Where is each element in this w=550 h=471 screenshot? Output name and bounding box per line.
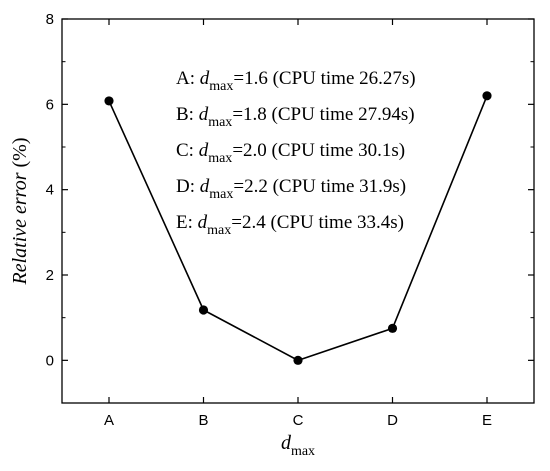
annotation-sub: max — [208, 151, 232, 166]
x-axis-title: dmax — [281, 432, 315, 459]
annotation-line: A: dmax=1.6 (CPU time 26.27s) — [176, 68, 416, 94]
x-tick-label: B — [198, 412, 208, 429]
annotation-prefix: E: — [176, 212, 198, 233]
y-tick-label: 6 — [46, 96, 54, 113]
x-tick-label: A — [104, 412, 114, 429]
annotation-sub: max — [209, 187, 233, 202]
annotation-var: d — [199, 140, 209, 161]
annotation-rest: =2.2 (CPU time 31.9s) — [233, 176, 406, 197]
x-tick-label: E — [482, 412, 492, 429]
y-axis-title: Relative error (%) — [9, 138, 31, 286]
data-point — [387, 323, 398, 333]
annotation-prefix: C: — [176, 140, 199, 161]
y-axis-title-unit: (%) — [9, 138, 31, 168]
annotation-line: C: dmax=2.0 (CPU time 30.1s) — [176, 140, 405, 166]
annotation-rest: =2.0 (CPU time 30.1s) — [232, 140, 405, 161]
annotation-sub: max — [208, 115, 232, 130]
annotation-sub: max — [209, 79, 233, 94]
x-tick-label: D — [387, 412, 398, 429]
annotation-line: B: dmax=1.8 (CPU time 27.94s) — [176, 104, 415, 130]
y-axis-title-text: Relative error — [9, 172, 31, 285]
x-axis-title-var: d — [281, 432, 292, 454]
annotation-var: d — [198, 212, 208, 233]
annotation-rest: =1.6 (CPU time 26.27s) — [233, 68, 415, 89]
series-layer — [104, 91, 492, 365]
annotation-prefix: D: — [176, 176, 200, 197]
y-tick-label: 0 — [46, 352, 54, 369]
annotation-var: d — [199, 104, 209, 125]
x-axis-title-sub: max — [291, 444, 315, 459]
x-tick-label: C — [293, 412, 304, 429]
annotation-prefix: B: — [176, 104, 199, 125]
y-tick-label: 2 — [46, 267, 54, 284]
annotation-line: E: dmax=2.4 (CPU time 33.4s) — [176, 212, 404, 238]
y-ticks: 0 2 4 6 8 — [46, 11, 534, 404]
annotation-rest: =1.8 (CPU time 27.94s) — [232, 104, 414, 125]
annotation-var: d — [200, 68, 210, 89]
x-ticks: A B C D E — [104, 19, 492, 429]
annotation-sub: max — [207, 223, 231, 238]
y-tick-label: 4 — [46, 182, 54, 199]
annotation-rest: =2.4 (CPU time 33.4s) — [231, 212, 404, 233]
data-point — [104, 96, 114, 106]
y-tick-label: 8 — [46, 11, 54, 28]
data-point — [293, 355, 303, 365]
annotation-line: D: dmax=2.2 (CPU time 31.9s) — [176, 176, 406, 202]
annotation-prefix: A: — [176, 68, 200, 89]
data-point — [482, 91, 492, 101]
annotation-var: d — [200, 176, 210, 197]
annotations: A: dmax=1.6 (CPU time 26.27s)B: dmax=1.8… — [176, 68, 416, 238]
data-point — [198, 305, 209, 315]
